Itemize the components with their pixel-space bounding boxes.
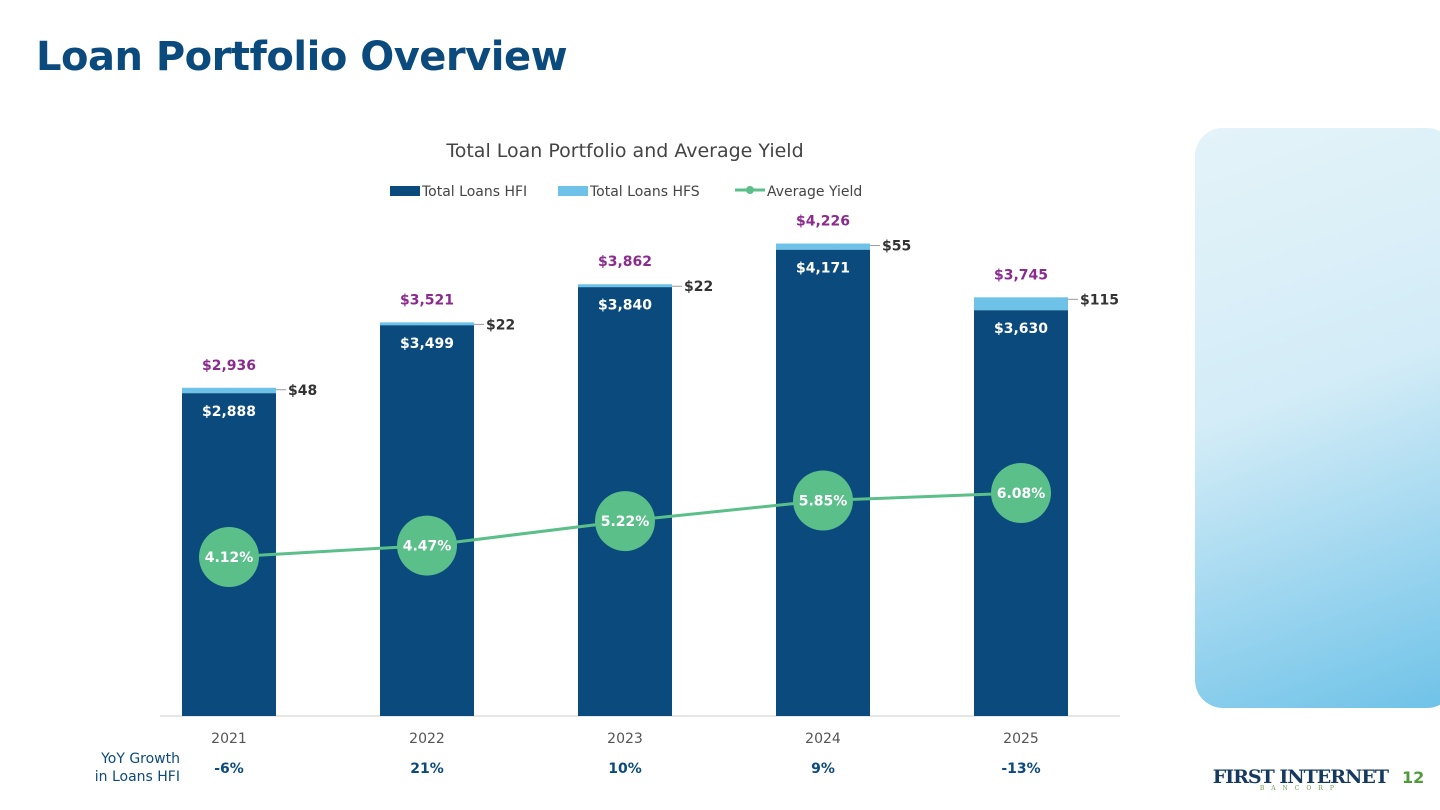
yield-marker-2025 xyxy=(991,463,1051,524)
label-total-2022: $3,521 xyxy=(400,292,454,308)
bar-hfs-2025 xyxy=(974,297,1068,311)
yield-marker-2021 xyxy=(199,527,259,587)
yoy-growth-2024: 9% xyxy=(811,761,835,777)
label-hfs-2021: $48 xyxy=(288,383,317,399)
label-hfi-2023: $3,840 xyxy=(598,298,652,314)
yield-label-2021: 4.12% xyxy=(205,550,254,566)
label-hfs-2025: $115 xyxy=(1080,292,1119,308)
yield-label-2024: 5.85% xyxy=(799,494,848,510)
yield-marker-2022 xyxy=(397,515,457,576)
label-hfs-2024: $55 xyxy=(882,239,911,255)
legend-label-2: Average Yield xyxy=(767,184,862,200)
legend-swatch-0 xyxy=(390,186,420,196)
label-total-2021: $2,936 xyxy=(202,358,256,374)
chart-title: Total Loan Portfolio and Average Yield xyxy=(445,140,803,162)
company-logo: FIRST INTERNET BANCORP xyxy=(1212,766,1389,792)
x-tick-2021: 2021 xyxy=(211,731,247,747)
yoy-growth-2022: 21% xyxy=(410,761,444,777)
yield-label-2023: 5.22% xyxy=(601,514,650,530)
bar-hfs-2024 xyxy=(776,243,870,250)
label-hfi-2025: $3,630 xyxy=(994,321,1048,337)
yield-label-2025: 6.08% xyxy=(997,486,1046,502)
label-hfs-2023: $22 xyxy=(684,279,713,295)
yoy-label-line2: in Loans HFI xyxy=(95,769,180,785)
legend-swatch-1 xyxy=(558,186,588,196)
bar-hfs-2021 xyxy=(182,387,276,394)
decorative-panel xyxy=(1195,128,1440,708)
yoy-label-line1: YoY Growth xyxy=(100,751,180,767)
label-hfi-2021: $2,888 xyxy=(202,404,256,420)
bar-hfs-2022 xyxy=(380,322,474,326)
label-hfi-2024: $4,171 xyxy=(796,261,850,277)
x-tick-2023: 2023 xyxy=(607,731,643,747)
x-tick-2025: 2025 xyxy=(1003,731,1039,747)
page-number: 12 xyxy=(1402,768,1425,787)
yoy-growth-2025: -13% xyxy=(1001,761,1040,777)
label-hfi-2022: $3,499 xyxy=(400,336,454,352)
page-title: Loan Portfolio Overview xyxy=(36,34,568,80)
label-total-2023: $3,862 xyxy=(598,254,652,270)
label-total-2025: $3,745 xyxy=(994,267,1048,283)
x-tick-2022: 2022 xyxy=(409,731,445,747)
legend-label-0: Total Loans HFI xyxy=(421,184,527,200)
yoy-growth-2023: 10% xyxy=(608,761,642,777)
yield-marker-2023 xyxy=(595,491,655,552)
label-hfs-2022: $22 xyxy=(486,317,515,333)
legend-marker-2 xyxy=(746,186,754,194)
x-tick-2024: 2024 xyxy=(805,731,841,747)
yoy-growth-2021: -6% xyxy=(214,761,244,777)
legend-label-1: Total Loans HFS xyxy=(589,184,700,200)
label-total-2024: $4,226 xyxy=(796,214,850,230)
yield-marker-2024 xyxy=(793,470,853,531)
bar-hfs-2023 xyxy=(578,284,672,288)
yield-label-2022: 4.47% xyxy=(403,539,452,555)
